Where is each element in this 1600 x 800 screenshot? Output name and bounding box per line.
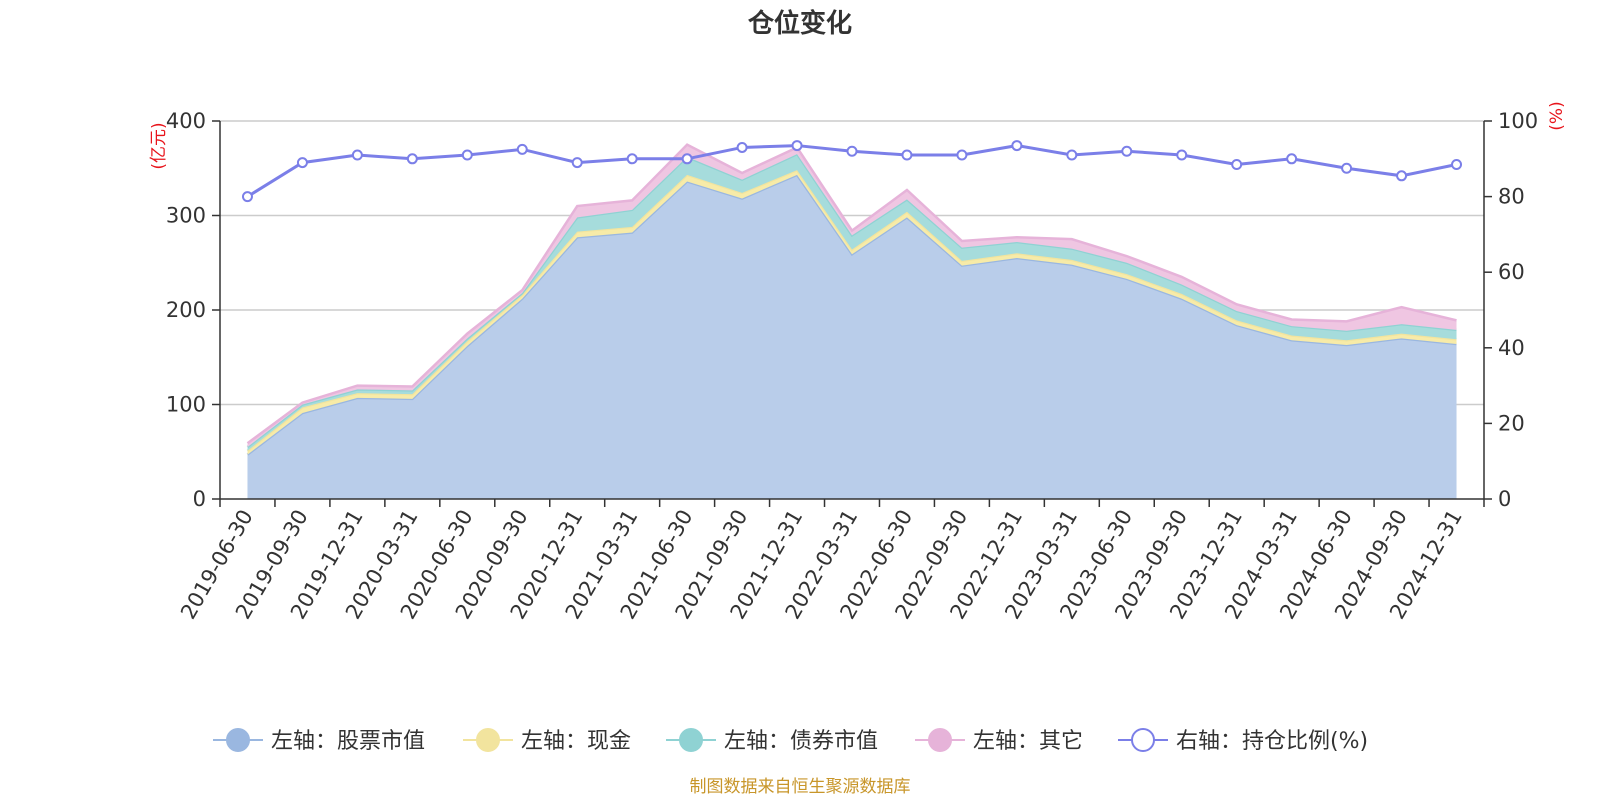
right-tick-label: 80	[1498, 185, 1525, 209]
area-edge-左轴：其它	[246, 143, 1457, 445]
ratio-point	[736, 141, 748, 153]
legend-label: 左轴：股票市值	[271, 729, 425, 754]
left-tick-label: 200	[166, 298, 206, 322]
legend: 左轴：股票市值 左轴：现金 左轴：债券市值 左轴：其它 右轴：持仓比例(%)	[213, 728, 1368, 754]
ratio-point	[1231, 158, 1243, 170]
ratio-point	[516, 143, 528, 155]
area-左轴：股票市值	[247, 174, 1457, 500]
left-tick-label: 0	[193, 487, 206, 511]
ratio-point	[461, 149, 473, 161]
ratio-point	[1121, 145, 1133, 157]
right-tick-label: 0	[1498, 487, 1511, 511]
legend-marker	[476, 728, 500, 752]
legend-marker	[1131, 728, 1155, 752]
legend-marker	[226, 728, 250, 752]
right-axis-unit: (%)	[1547, 101, 1567, 130]
left-tick-label: 100	[166, 393, 206, 417]
legend-label: 左轴：债券市值	[724, 729, 878, 754]
stacked-areas	[246, 143, 1457, 500]
legend-marker	[928, 728, 952, 752]
ratio-point	[681, 153, 693, 165]
ratio-point	[1396, 170, 1408, 182]
ratio-point	[296, 157, 308, 169]
ratio-point	[626, 153, 638, 165]
right-tick-label: 20	[1498, 411, 1525, 435]
ratio-point	[351, 149, 363, 161]
legend-label: 左轴：其它	[973, 729, 1083, 754]
ratio-point	[1451, 158, 1463, 170]
right-tick-label: 100	[1498, 109, 1538, 133]
ratio-point	[791, 140, 803, 152]
right-tick-label: 40	[1498, 336, 1525, 360]
ratio-point	[846, 145, 858, 157]
ratio-point	[241, 191, 253, 203]
ratio-point	[956, 149, 968, 161]
left-axis-unit: (亿元)	[149, 122, 169, 169]
source-note: 制图数据来自恒生聚源数据库	[690, 777, 911, 797]
ratio-point	[901, 149, 913, 161]
ratio-point	[1011, 140, 1023, 152]
ratio-point	[406, 153, 418, 165]
left-tick-label: 300	[166, 204, 206, 228]
chart-title: 仓位变化	[747, 8, 852, 39]
ratio-point	[1176, 149, 1188, 161]
legend-marker	[679, 728, 703, 752]
left-tick-label: 400	[166, 109, 206, 133]
legend-label: 右轴：持仓比例(%)	[1176, 729, 1368, 754]
ratio-point	[1341, 162, 1353, 174]
right-tick-label: 60	[1498, 260, 1525, 284]
legend-label: 左轴：现金	[521, 729, 631, 754]
position-ratio-line	[241, 140, 1463, 203]
ratio-point	[1286, 153, 1298, 165]
area-左轴：其它	[247, 144, 1457, 448]
ratio-point	[1066, 149, 1078, 161]
area-左轴：债券市值	[247, 154, 1457, 451]
ratio-point	[571, 157, 583, 169]
area-左轴：现金	[247, 170, 1457, 455]
